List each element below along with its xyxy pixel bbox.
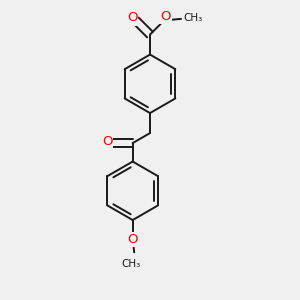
Text: CH₃: CH₃ bbox=[122, 259, 141, 269]
Text: CH₃: CH₃ bbox=[184, 13, 203, 23]
Text: O: O bbox=[102, 135, 112, 148]
Text: O: O bbox=[128, 233, 138, 246]
Text: O: O bbox=[127, 11, 137, 24]
Text: O: O bbox=[160, 10, 171, 23]
